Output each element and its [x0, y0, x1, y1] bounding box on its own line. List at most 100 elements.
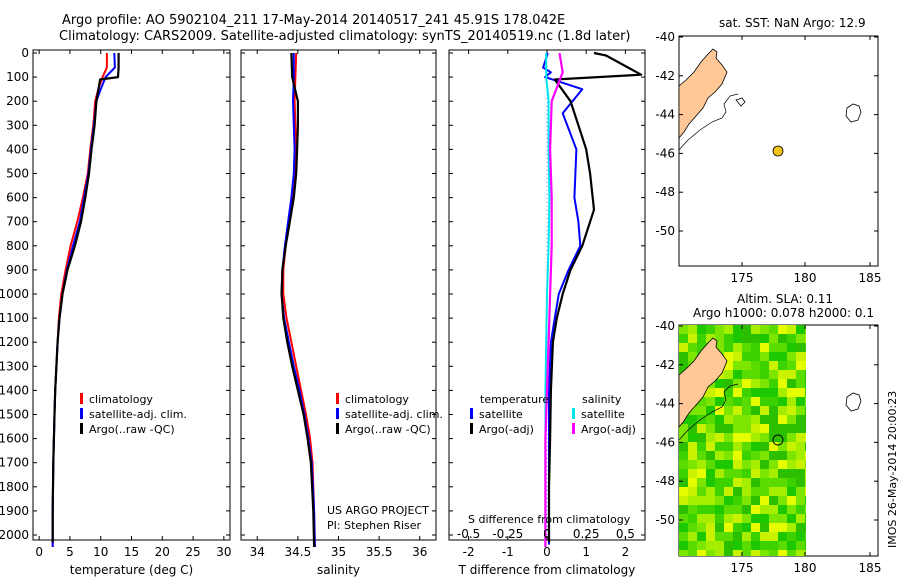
sla-cell — [697, 541, 706, 550]
sla-cell — [751, 451, 760, 460]
sla-cell — [751, 442, 760, 451]
lon-tick-label: 175 — [731, 271, 754, 285]
lon-tick-label: 175 — [731, 561, 754, 575]
sla-cell — [688, 352, 697, 361]
s-diff-tick-label: -0.25 — [492, 527, 523, 541]
sla-map-title-2: Argo h1000: 0.078 h2000: 0.1 — [693, 306, 874, 320]
sla-cell — [733, 415, 742, 424]
series-line-climatology — [282, 52, 316, 548]
sla-cell — [751, 406, 760, 415]
difference-legend-salinity: salinity satellite Argo(-adj) — [572, 392, 636, 437]
sla-cell — [706, 532, 715, 541]
x-tick-label: 25 — [185, 545, 200, 559]
sla-cell — [805, 469, 806, 478]
sla-cell — [805, 433, 806, 442]
sla-cell — [760, 469, 769, 478]
sla-cell — [733, 541, 742, 550]
sla-cell — [679, 532, 688, 541]
depth-tick-label: 0 — [21, 46, 29, 60]
sla-cell — [796, 523, 805, 532]
x-tick-label: 15 — [124, 545, 139, 559]
sst-map-axes: -40 -42 -44 -46 -48 -50 175 180 185 — [655, 30, 881, 285]
depth-tick-label: 800 — [6, 239, 29, 253]
sla-cell — [796, 325, 805, 334]
sla-cell — [697, 406, 706, 415]
sla-cell — [724, 478, 733, 487]
sla-cell — [751, 325, 760, 334]
sla-cell — [778, 541, 787, 550]
sla-cell — [751, 505, 760, 514]
lat-tick-label: -46 — [655, 146, 675, 160]
x-tick-label: 5 — [66, 545, 74, 559]
legend-item-climatology: climatology — [336, 392, 443, 407]
sla-cell — [778, 487, 787, 496]
sla-cell — [787, 415, 796, 424]
sla-cell — [715, 514, 724, 523]
depth-tick-label: 500 — [6, 167, 29, 181]
lon-tick-label: 185 — [859, 561, 882, 575]
sla-cell — [697, 433, 706, 442]
sla-cell — [778, 442, 787, 451]
sla-cell — [760, 361, 769, 370]
sla-cell — [733, 505, 742, 514]
legend-label: satellite — [581, 408, 625, 421]
sla-cell — [760, 388, 769, 397]
sla-cell — [733, 469, 742, 478]
sla-cell — [715, 487, 724, 496]
sla-cell — [688, 514, 697, 523]
sla-cell — [742, 523, 751, 532]
sla-cell — [733, 514, 742, 523]
sla-cell — [715, 415, 724, 424]
sla-cell — [724, 469, 733, 478]
sla-cell — [805, 424, 806, 433]
sla-cell — [679, 487, 688, 496]
sla-cell — [742, 532, 751, 541]
depth-tick-label: 1800 — [0, 480, 29, 494]
sla-cell — [787, 424, 796, 433]
sla-cell — [805, 460, 806, 469]
sla-cell — [805, 532, 806, 541]
sla-cell — [715, 334, 724, 343]
legend-label: Argo(..raw -QC) — [345, 423, 431, 436]
sla-cell — [778, 361, 787, 370]
sla-cell — [760, 406, 769, 415]
credit-project: US ARGO PROJECT — [327, 504, 429, 517]
sla-cell — [697, 478, 706, 487]
sla-cell — [733, 478, 742, 487]
sla-cell — [724, 325, 733, 334]
sla-cell — [769, 469, 778, 478]
sla-cell — [733, 334, 742, 343]
x-tick-label: 1 — [582, 545, 590, 559]
legend-item-argo: Argo(-adj) — [572, 422, 636, 437]
sla-cell — [787, 505, 796, 514]
series-line-argo-raw-qc- — [280, 52, 316, 548]
x-tick-label: 2 — [622, 545, 630, 559]
sla-cell — [778, 460, 787, 469]
legend-label: Argo(-adj) — [581, 423, 636, 436]
sla-cell — [697, 334, 706, 343]
sla-cell — [715, 451, 724, 460]
sst-map-title: sat. SST: NaN Argo: 12.9 — [719, 16, 866, 30]
sla-cell — [805, 415, 806, 424]
sla-cell — [778, 379, 787, 388]
sla-cell — [796, 334, 805, 343]
depth-tick-label: 700 — [6, 215, 29, 229]
sla-cell — [805, 442, 806, 451]
temperature-legend: climatology satellite-adj. clim. Argo(..… — [80, 392, 187, 437]
sla-cell — [733, 451, 742, 460]
sla-cell — [787, 451, 796, 460]
sla-cell — [769, 451, 778, 460]
x-tick-label: -1 — [502, 545, 514, 559]
sla-cell — [805, 451, 806, 460]
sla-cell — [706, 523, 715, 532]
sla-cell — [688, 451, 697, 460]
sla-cell — [769, 370, 778, 379]
x-tick-label: 30 — [216, 545, 231, 559]
sla-cell — [742, 397, 751, 406]
sla-cell — [724, 424, 733, 433]
lon-tick-label: 185 — [859, 271, 882, 285]
sla-cell — [751, 433, 760, 442]
sla-cell — [760, 424, 769, 433]
sla-cell — [733, 433, 742, 442]
sla-cell — [679, 352, 688, 361]
